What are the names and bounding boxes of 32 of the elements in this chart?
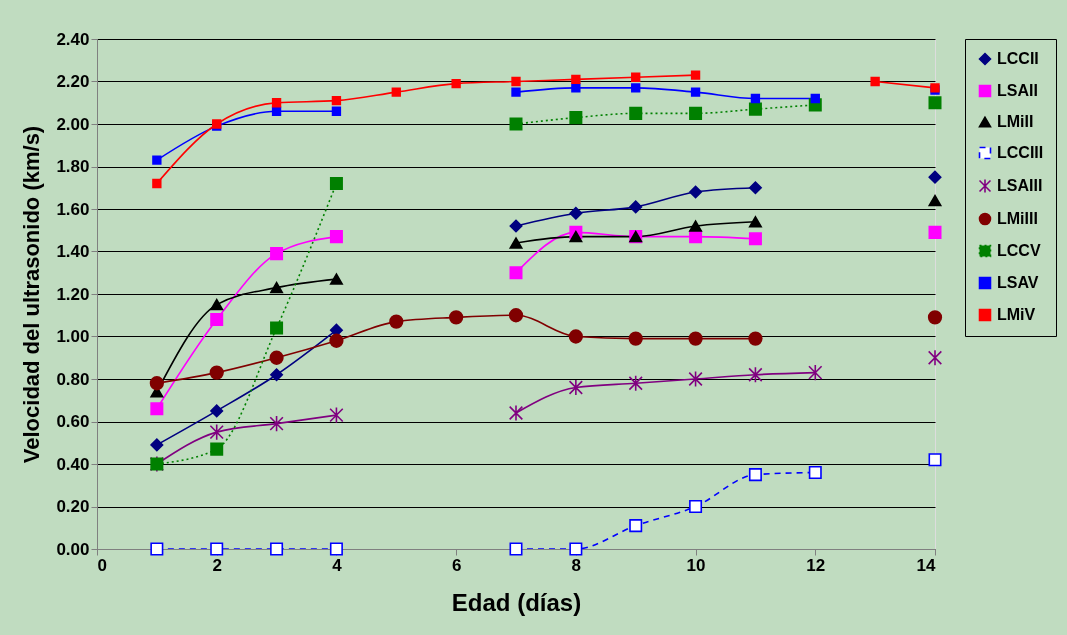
x-tick-label: 6 — [451, 555, 462, 575]
y-tick-label: 1.80 — [56, 157, 90, 176]
x-tick-label: 4 — [332, 555, 343, 575]
legend-label: LSAV — [997, 274, 1039, 291]
y-tick-label: 2.20 — [56, 72, 90, 91]
legend-label: LCCV — [997, 242, 1041, 259]
legend-label: LMiII — [997, 113, 1034, 130]
legend-label: LMiIII — [997, 210, 1038, 227]
y-tick-label: 1.20 — [56, 284, 90, 304]
y-tick-label: 1.60 — [56, 199, 90, 219]
legend-label: LSAII — [997, 82, 1038, 99]
y-tick-label: 1.00 — [56, 327, 90, 346]
legend-label: LSAIII — [997, 177, 1043, 194]
x-axis-title: Edad (días) — [451, 588, 582, 616]
y-tick-label: 0.80 — [56, 369, 90, 389]
y-tick-label: 0.60 — [56, 412, 90, 431]
x-tick-label: 0 — [97, 555, 107, 575]
y-tick-label: 2.40 — [56, 29, 90, 49]
x-tick-label: 2 — [212, 555, 222, 575]
x-tick-label: 12 — [806, 555, 826, 575]
x-tick-label: 10 — [686, 555, 706, 575]
legend-label: LMiV — [997, 306, 1036, 323]
y-tick-label: 1.40 — [56, 242, 90, 261]
legend-label: LCCIII — [997, 144, 1044, 161]
y-axis-title: Velocidad del ultrasonido (km/s) — [19, 125, 45, 464]
legend-label: LCCII — [997, 50, 1039, 67]
y-tick-label: 2.00 — [56, 114, 90, 134]
x-tick-label: 14 — [916, 555, 937, 575]
y-tick-label: 0.00 — [56, 539, 90, 559]
y-tick-label: 0.20 — [56, 497, 90, 516]
x-tick-label: 8 — [571, 555, 582, 575]
y-tick-label: 0.40 — [56, 454, 90, 474]
